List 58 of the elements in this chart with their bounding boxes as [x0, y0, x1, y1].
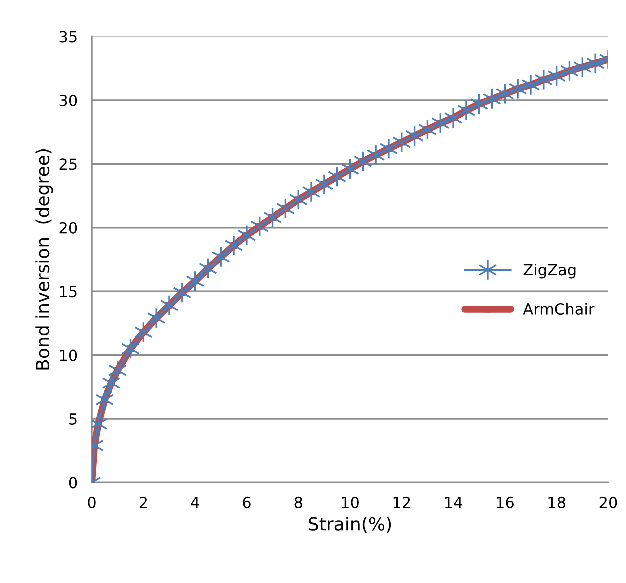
- point: [173, 282, 192, 304]
- y-tick-label: 35: [60, 31, 77, 43]
- point: [238, 224, 256, 246]
- point: [354, 151, 372, 172]
- x-tick-label: 4: [191, 497, 200, 508]
- point: [366, 144, 386, 166]
- x-tick-label: 8: [294, 496, 302, 508]
- point: [586, 52, 605, 74]
- point: [224, 235, 244, 256]
- point: [418, 119, 437, 140]
- point: [431, 112, 450, 134]
- point: [315, 174, 334, 196]
- x-tick-label: 2: [140, 496, 147, 508]
- point: [186, 270, 205, 292]
- point: [548, 66, 566, 87]
- point: [470, 94, 489, 115]
- point: [134, 322, 153, 343]
- y-tick-label: 0: [69, 477, 78, 489]
- point: [264, 207, 282, 228]
- y-tick-label: 25: [60, 158, 77, 170]
- legend-label: ArmChair: [523, 303, 595, 315]
- point: [108, 360, 128, 382]
- point: [483, 88, 502, 110]
- x-tick-label: 10: [342, 496, 359, 508]
- point: [302, 182, 321, 203]
- x-axis-title: Strain(%): [309, 516, 392, 534]
- point: [406, 126, 424, 147]
- point: [522, 74, 540, 96]
- y-tick-label: 30: [60, 94, 78, 106]
- y-tick-label: 20: [60, 222, 78, 234]
- x-tick-label: 14: [445, 497, 462, 508]
- point: [560, 60, 579, 82]
- point: [573, 56, 592, 78]
- x-tick-label: 16: [497, 496, 514, 508]
- point: [122, 338, 140, 360]
- point: [160, 295, 179, 316]
- y-axis-title: Bond inversion (degree): [36, 150, 54, 370]
- point: [276, 198, 295, 220]
- point: [496, 84, 514, 105]
- x-tick-label: 6: [243, 496, 251, 508]
- point: [96, 389, 114, 410]
- y-tick-label: 10: [60, 350, 78, 362]
- point: [212, 246, 230, 268]
- x-tick-label: 18: [548, 496, 566, 508]
- point: [250, 216, 270, 238]
- x-tick-label: 20: [600, 496, 618, 508]
- legend-label: ZigZag: [524, 264, 576, 279]
- point: [457, 100, 476, 122]
- point: [444, 108, 463, 129]
- y-tick-label: 5: [70, 414, 77, 426]
- y-tick-label: 15: [60, 286, 77, 298]
- x-tick-label: 0: [88, 496, 96, 508]
- point: [508, 78, 528, 100]
- point: [198, 258, 218, 280]
- x-tick-label: 12: [394, 496, 410, 508]
- point: [147, 308, 166, 329]
- point: [534, 69, 554, 91]
- point: [380, 138, 398, 160]
